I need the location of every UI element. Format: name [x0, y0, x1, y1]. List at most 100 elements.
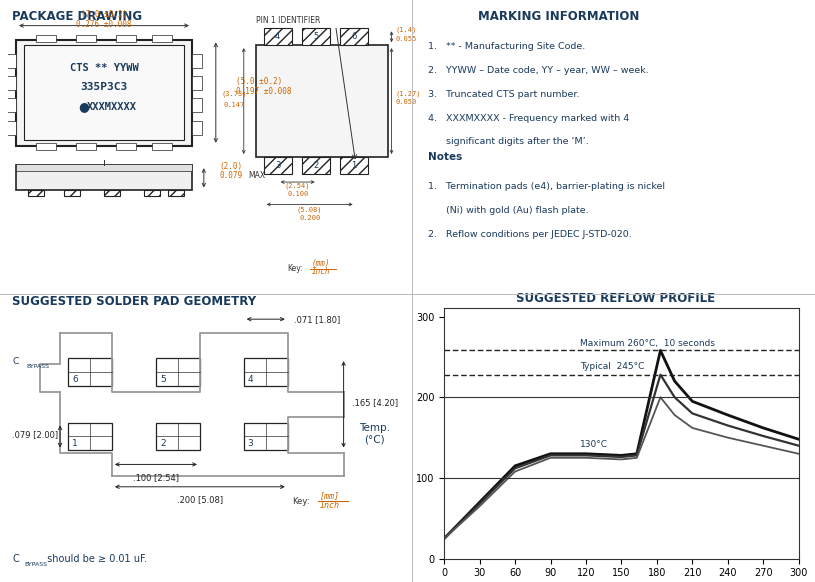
- Text: Key:: Key:: [288, 264, 303, 274]
- Text: (2.0): (2.0): [220, 162, 243, 172]
- Bar: [152, 143, 172, 150]
- Text: 6: 6: [351, 32, 356, 41]
- Text: significant digits after the ‘M’.: significant digits after the ‘M’.: [428, 137, 588, 146]
- Text: should be ≥ 0.01 uF.: should be ≥ 0.01 uF.: [44, 554, 147, 564]
- Text: (mm): (mm): [311, 259, 330, 268]
- Bar: [192, 54, 202, 68]
- Text: SUGGESTED SOLDER PAD GEOMETRY: SUGGESTED SOLDER PAD GEOMETRY: [12, 295, 256, 308]
- Bar: [68, 359, 112, 386]
- Text: PIN 1 IDENTIFIER: PIN 1 IDENTIFIER: [256, 16, 320, 25]
- Text: 0.197 ±0.008: 0.197 ±0.008: [236, 87, 291, 96]
- Text: CTS ** YYWW: CTS ** YYWW: [69, 62, 139, 73]
- Text: 1.   ** - Manufacturing Site Code.: 1. ** - Manufacturing Site Code.: [428, 42, 585, 51]
- Text: Typical  245°C: Typical 245°C: [580, 362, 645, 371]
- Bar: [7, 76, 16, 90]
- Bar: [156, 359, 200, 386]
- Bar: [76, 143, 96, 150]
- Text: PACKAGE DRAWING: PACKAGE DRAWING: [12, 10, 143, 23]
- Text: .079 [2.00]: .079 [2.00]: [12, 431, 58, 439]
- Text: [mm]: [mm]: [319, 491, 340, 500]
- Text: (5.0 ±0.2): (5.0 ±0.2): [236, 77, 282, 86]
- Bar: [16, 164, 192, 171]
- Text: 1: 1: [72, 439, 77, 448]
- Bar: [244, 359, 288, 386]
- Text: 2.   YYWW – Date code, YY – year, WW – week.: 2. YYWW – Date code, YY – year, WW – wee…: [428, 66, 648, 75]
- Text: 335P3C3: 335P3C3: [81, 82, 128, 92]
- Bar: [36, 36, 56, 42]
- Text: C: C: [12, 357, 19, 366]
- Bar: [36, 143, 56, 150]
- Text: MARKING INFORMATION: MARKING INFORMATION: [478, 10, 640, 23]
- Bar: [156, 423, 200, 450]
- Text: Maximum 260°C,  10 seconds: Maximum 260°C, 10 seconds: [580, 339, 715, 347]
- Bar: [7, 120, 16, 134]
- Text: 3: 3: [275, 161, 280, 170]
- Text: 4: 4: [248, 375, 253, 384]
- Text: 4.   XXXMXXXX - Frequency marked with 4: 4. XXXMXXXX - Frequency marked with 4: [428, 113, 629, 123]
- Text: (3.73): (3.73): [221, 90, 246, 97]
- Text: 2.   Reflow conditions per JEDEC J-STD-020.: 2. Reflow conditions per JEDEC J-STD-020…: [428, 229, 632, 239]
- Bar: [16, 40, 192, 146]
- Bar: [64, 190, 80, 196]
- Text: (1.4): (1.4): [395, 26, 416, 33]
- Text: 3: 3: [248, 439, 253, 448]
- Bar: [7, 98, 16, 112]
- Bar: [76, 36, 96, 42]
- Bar: [28, 190, 44, 196]
- Bar: [340, 29, 368, 45]
- Text: .165 [4.20]: .165 [4.20]: [351, 399, 398, 407]
- Bar: [302, 157, 329, 173]
- Text: (2.54): (2.54): [285, 183, 311, 189]
- Text: 0.079: 0.079: [220, 171, 243, 180]
- Text: Key:: Key:: [292, 496, 309, 506]
- Text: C: C: [12, 554, 19, 564]
- Bar: [16, 165, 192, 190]
- Text: BYPASS: BYPASS: [26, 364, 49, 369]
- Text: Inch: Inch: [319, 501, 340, 510]
- Text: BYPASS: BYPASS: [24, 562, 47, 566]
- Text: SUGGESTED REFLOW PROFILE: SUGGESTED REFLOW PROFILE: [516, 292, 715, 305]
- Text: 5: 5: [160, 375, 165, 384]
- Bar: [116, 36, 136, 42]
- Text: 0.276 ±0.008: 0.276 ±0.008: [77, 20, 132, 29]
- Text: 130°C: 130°C: [580, 441, 608, 449]
- Bar: [264, 157, 292, 173]
- Text: 3.   Truncated CTS part number.: 3. Truncated CTS part number.: [428, 90, 579, 99]
- Text: 4: 4: [275, 32, 280, 41]
- Bar: [340, 157, 368, 173]
- Bar: [264, 29, 292, 45]
- Text: .200 [5.08]: .200 [5.08]: [177, 495, 222, 504]
- Y-axis label: Temp.
(°C): Temp. (°C): [359, 423, 390, 445]
- Text: 0.147: 0.147: [223, 102, 244, 108]
- Bar: [244, 423, 288, 450]
- Text: Notes: Notes: [428, 152, 462, 162]
- Text: MAX: MAX: [248, 171, 265, 180]
- Bar: [144, 190, 160, 196]
- Text: 0.050: 0.050: [395, 99, 416, 105]
- Text: (1.27): (1.27): [395, 90, 421, 97]
- Text: 2: 2: [160, 439, 165, 448]
- Text: .100 [2.54]: .100 [2.54]: [133, 473, 179, 482]
- Text: 2: 2: [313, 161, 319, 170]
- Text: 6: 6: [72, 375, 77, 384]
- Bar: [192, 98, 202, 112]
- Text: 0.100: 0.100: [287, 191, 308, 197]
- Text: 0.200: 0.200: [299, 215, 320, 221]
- Text: .071 [1.80]: .071 [1.80]: [293, 315, 340, 324]
- Bar: [116, 143, 136, 150]
- Bar: [192, 120, 202, 134]
- Bar: [104, 190, 120, 196]
- Bar: [152, 36, 172, 42]
- Bar: [24, 45, 184, 140]
- Text: (Ni) with gold (Au) flash plate.: (Ni) with gold (Au) flash plate.: [428, 206, 588, 215]
- Text: 1.   Termination pads (e4), barrier-plating is nickel: 1. Termination pads (e4), barrier-platin…: [428, 182, 664, 191]
- Text: (5.08): (5.08): [297, 207, 323, 213]
- Text: 1: 1: [351, 161, 356, 170]
- Text: 5: 5: [313, 32, 319, 41]
- Bar: [302, 29, 329, 45]
- Bar: [7, 54, 16, 68]
- Text: Inch: Inch: [311, 267, 330, 276]
- Text: (7.0 ±0.2): (7.0 ±0.2): [81, 10, 127, 19]
- Text: ●: ●: [78, 100, 90, 113]
- Bar: [68, 423, 112, 450]
